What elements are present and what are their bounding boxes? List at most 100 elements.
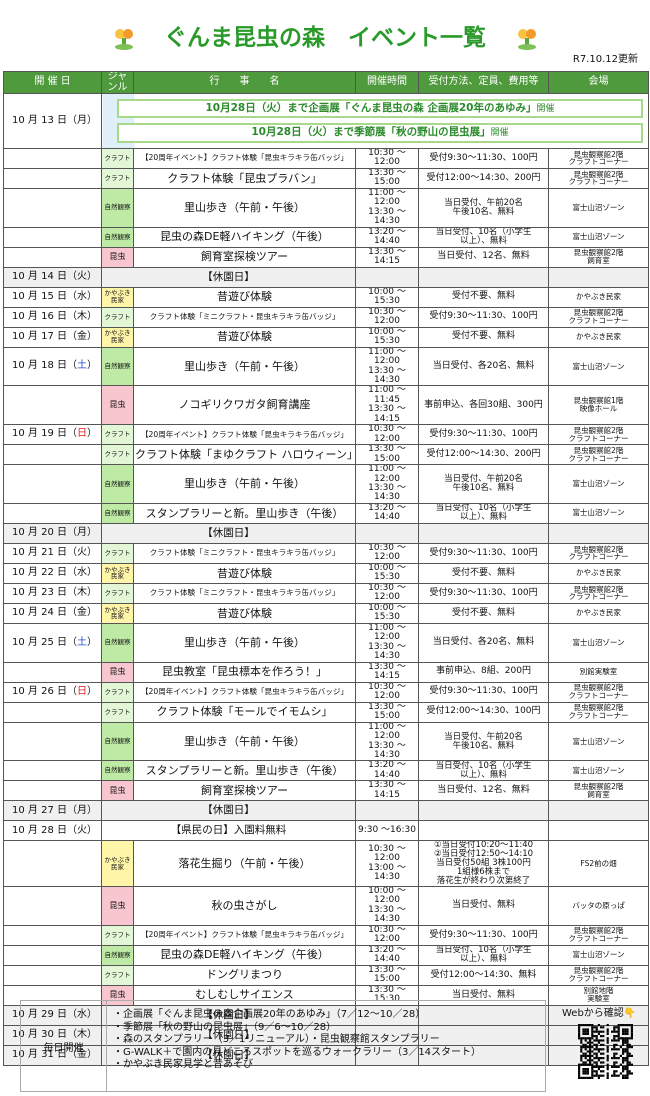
qr-module [622, 1057, 625, 1060]
genre: 自然観察 [101, 464, 134, 504]
genre: 自然観察 [101, 346, 134, 387]
header-row: 開 催 日ジャンル行 事 名開催時間 受付方法、定員、費用等 会場 [3, 71, 649, 94]
qr-module [582, 1063, 585, 1066]
event: クラフト体験「昆虫プラバン」 [133, 167, 356, 189]
genre: クラフト [101, 167, 134, 189]
qr-module [595, 1065, 598, 1068]
qr-module [626, 1072, 629, 1075]
qr-module [586, 1030, 589, 1033]
date-empty [3, 780, 102, 802]
venue [548, 522, 649, 544]
qr-module [582, 1061, 585, 1064]
event: ノコギリクワガタ飼育講座 [133, 385, 356, 426]
qr-module [626, 1050, 629, 1053]
qr-module [622, 1024, 625, 1027]
qr-module [624, 1030, 627, 1033]
qr-module [591, 1041, 594, 1044]
time [355, 522, 419, 544]
date: 10 月 27 日（月） [3, 800, 102, 822]
column-header: 受付方法、定員、費用等 [418, 71, 549, 94]
qr-module [606, 1048, 609, 1051]
qr-module [615, 1030, 618, 1033]
time: 13:20 ～14:40 [355, 760, 419, 782]
qr-module [582, 1076, 585, 1079]
event: 里山歩き（午前・午後） [133, 464, 356, 504]
event-row: 10 月 22 日（水） かやぶき 民家 昔遊び体験 10:00 ～15:30 受付不要… [3, 562, 649, 584]
venue: 富士山沼ゾーン [548, 721, 649, 762]
banner-text: 10月28日（火）まで企画展「ぐんま昆虫の森 企画展20年のあゆみ」 [205, 102, 537, 114]
qr-module [602, 1070, 605, 1073]
venue: 昆虫観察館2階 クラフトコーナー [548, 424, 649, 446]
qr-module [591, 1035, 594, 1038]
qr-module [626, 1063, 629, 1066]
qr-module [578, 1035, 581, 1038]
qr-module [626, 1039, 629, 1042]
qr-module [591, 1024, 594, 1027]
qr-module [589, 1050, 592, 1053]
qr-module [584, 1024, 587, 1027]
venue: 昆虫観察館2階 クラフトコーナー [548, 924, 649, 946]
qr-module [584, 1048, 587, 1051]
event-row: 自然観察 里山歩き（午前・午後） 11:00 ～12:00 13:30 ～14:30… [3, 187, 649, 228]
event-row: 自然観察 里山歩き（午前・午後） 11:00 ～12:00 13:30 ～14:30… [3, 464, 649, 504]
qr-module [593, 1061, 596, 1064]
time: 11:00 ～12:00 13:30 ～14:30 [355, 622, 419, 663]
reception: 事前申込、各回30組、300円 [418, 385, 549, 426]
reception: 受付9:30～11:30、100円 [418, 424, 549, 446]
qr-module [580, 1024, 583, 1027]
genre: クラフト [101, 542, 134, 564]
venue: 別館地階 実験室 [548, 984, 649, 1006]
event: 昔遊び体験 [133, 326, 356, 348]
qr-module [593, 1070, 596, 1073]
qr-module [591, 1072, 594, 1075]
footer-item: ・企画展「ぐんま昆虫の森企画展20年のあゆみ」（7／12～10／28） [113, 1009, 426, 1020]
reception: 当日受付、午前20名 午後10名、無料 [418, 721, 549, 762]
qr-module [626, 1070, 629, 1073]
qr-module [578, 1074, 581, 1077]
qr-module [624, 1068, 627, 1071]
event-row: 昆虫 ノコギリクワガタ飼育講座 11:00 ～11:45 13:30 ～14:15 事… [3, 385, 649, 426]
qr-module [624, 1059, 627, 1062]
date-empty [3, 385, 102, 426]
event-row: 10 月 30 日（木） 【休園日】 [3, 1024, 649, 1046]
footer-label: 毎日開催 [21, 1001, 107, 1091]
qr-module [589, 1057, 592, 1060]
reception: 受付12:00～14:30、200円 [418, 167, 549, 189]
qr-module [624, 1028, 627, 1031]
time: 13:30 ～14:15 [355, 780, 419, 802]
qr-module [606, 1028, 609, 1031]
qr-module [613, 1039, 616, 1042]
qr-module [617, 1074, 620, 1077]
venue: 昆虫観察館2階 クラフトコーナー [548, 964, 649, 986]
qr-module [589, 1076, 592, 1079]
venue: FS2前の畑 [548, 840, 649, 887]
time: 13:20 ～14:40 [355, 502, 419, 524]
date-empty [3, 444, 102, 466]
qr-module [595, 1035, 598, 1038]
date-empty [3, 701, 102, 723]
time: 10:30 ～12:00 [355, 582, 419, 604]
qr-module [613, 1052, 616, 1055]
qr-module [624, 1048, 627, 1051]
qr-module [580, 1063, 583, 1066]
time: 10:00 ～15:30 [355, 286, 419, 308]
event: ドングリまつり [133, 964, 356, 986]
event-row: 10 月 28 日（火） 【県民の日】入園料無料 9:30 ～16:30 [3, 820, 649, 842]
event-row: クラフト クラフト体験「昆虫プラバン」 13:30 ～15:00 受付12:00～14… [3, 167, 649, 189]
qr-module [606, 1054, 609, 1057]
time: 13:30 ～15:00 [355, 167, 419, 189]
qr-module [615, 1070, 618, 1073]
time: 10:00 ～15:30 [355, 602, 419, 624]
date-empty [3, 840, 102, 887]
qr-module [589, 1054, 592, 1057]
qr-module [624, 1024, 627, 1027]
qr-module [591, 1063, 594, 1066]
date: 10 月 13 日（月） [3, 93, 102, 149]
venue: 昆虫観察館2階 クラフトコーナー [548, 147, 649, 169]
qr-module [617, 1037, 620, 1040]
qr-module [597, 1076, 600, 1079]
event: 里山歩き（午前・午後） [133, 187, 356, 228]
genre: 昆虫 [101, 780, 134, 802]
qr-module [593, 1074, 596, 1077]
reception: 事前申込、8組、200円 [418, 661, 549, 683]
